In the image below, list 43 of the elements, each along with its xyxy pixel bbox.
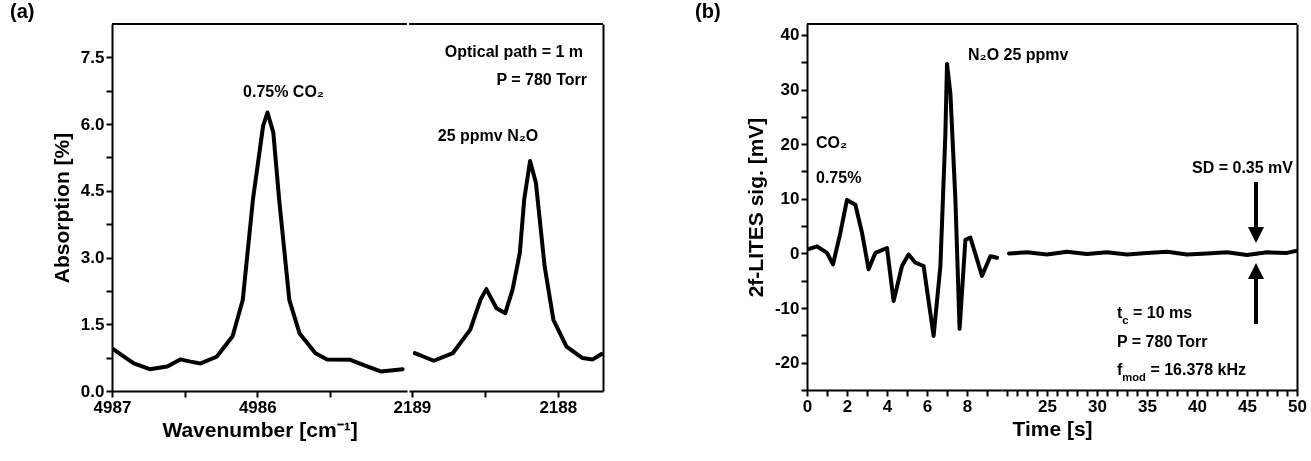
- x-tick-label: 4986: [238, 397, 277, 417]
- annotation: t$_{c}$ = 10 ms: [1117, 304, 1193, 326]
- x-tick-label: 25: [1038, 396, 1057, 416]
- x-tick-label: 8: [962, 396, 973, 416]
- x-tick-label: 2189: [393, 397, 432, 417]
- x-tick-label: 6: [922, 396, 933, 416]
- annotation: Optical path = 1 m: [444, 43, 583, 60]
- x-tick-label: 2: [842, 396, 853, 416]
- x-tick-label: 50: [1288, 396, 1307, 416]
- x-tick-label: 40: [1188, 396, 1207, 416]
- y-tick-label: 20: [780, 134, 800, 154]
- y-tick-label: 10: [780, 189, 800, 209]
- x-tick-label: 30: [1088, 396, 1107, 416]
- chart-title: (a): [10, 0, 35, 22]
- x-axis-title: Time [s]: [1012, 416, 1093, 440]
- y-tick-label: -20: [774, 353, 800, 373]
- x-tick-label: 35: [1138, 396, 1157, 416]
- chart-title: (b): [695, 0, 721, 22]
- annotation: CO₂: [816, 134, 848, 151]
- y-tick-label: -10: [774, 298, 800, 318]
- annotation: SD = 0.35 mV: [1192, 159, 1294, 176]
- x-axis-title: Wavenumber [cm⁻¹]: [162, 417, 358, 441]
- y-axis-title: 2f-LITES sig. [mV]: [743, 117, 767, 298]
- annotation: 0.75% CO₂: [243, 82, 324, 100]
- y-tick-label: 3.0: [80, 248, 105, 268]
- x-tick-label: 45: [1238, 396, 1257, 416]
- x-tick-label: 0: [802, 396, 813, 416]
- annotation: N₂O 25 ppmv: [968, 45, 1069, 63]
- y-tick-label: 1.5: [80, 314, 105, 334]
- y-tick-label: 7.5: [80, 47, 105, 67]
- annotation: P = 780 Torr: [1117, 333, 1208, 350]
- y-tick-label: 6.0: [80, 114, 105, 134]
- x-tick-label: 2188: [539, 397, 578, 417]
- y-tick-label: 4.5: [80, 181, 105, 201]
- y-axis-title: Absorption [%]: [49, 132, 73, 284]
- y-tick-label: 0: [790, 243, 800, 263]
- y-tick-label: 40: [780, 25, 800, 45]
- annotation: 0.75%: [816, 169, 862, 186]
- x-tick-label: 4: [882, 396, 893, 416]
- annotation: f$_{mod}$ = 16.378 kHz: [1117, 361, 1247, 383]
- annotation: 25 ppmv N₂O: [437, 127, 539, 145]
- y-tick-label: 30: [780, 80, 800, 100]
- annotation: P = 780 Torr: [496, 71, 587, 88]
